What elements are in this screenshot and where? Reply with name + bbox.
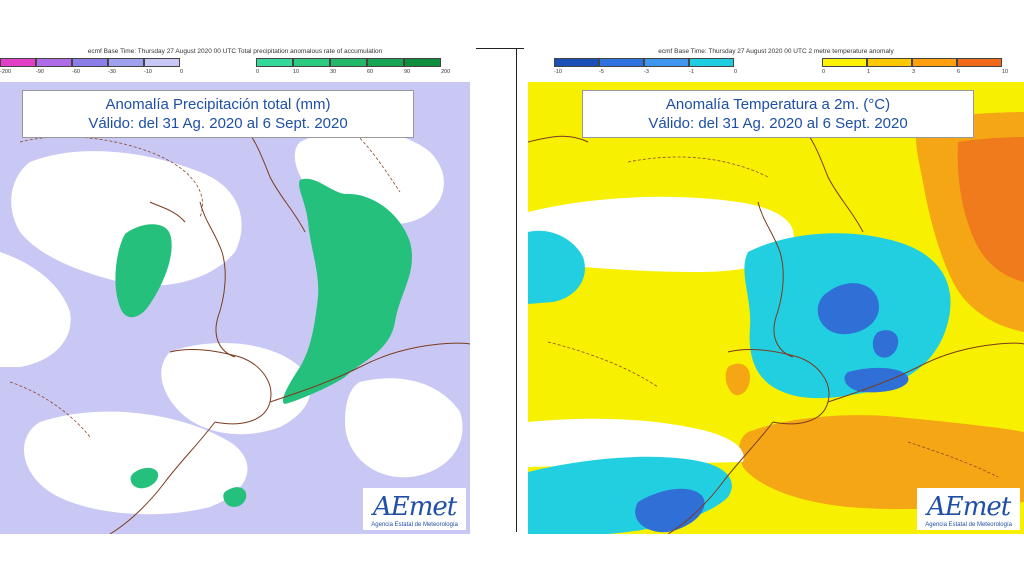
temp-blue-africa-coast	[635, 488, 705, 533]
temp-legend-positive-tick-label: 0	[822, 69, 826, 75]
precip-white-region-iberia	[161, 343, 311, 435]
precip-header: ecmf Base Time: Thursday 27 August 2020 …	[87, 48, 383, 55]
precip-legend-positive-swatch	[330, 58, 367, 67]
temp-legend-positive-tick-label: 6	[957, 69, 961, 75]
precip-legend-negative-swatch	[108, 58, 144, 67]
temp-legend-positive-swatch	[822, 58, 867, 67]
precip-legend-positive	[256, 58, 441, 67]
precip-title-box: Anomalía Precipitación total (mm) Válido…	[22, 90, 414, 138]
precip-legend-positive-tick-label: 0	[256, 69, 260, 75]
temp-darkorange-northeast	[957, 137, 1024, 282]
aemet-logo-left: AEmet Agencia Estatal de Meteorología	[363, 488, 466, 530]
precip-white-region-south	[23, 411, 248, 515]
precip-green-atlantic	[115, 224, 172, 318]
temp-contours	[547, 156, 999, 478]
temp-title-box: Anomalía Temperatura a 2m. (°C) Válido: …	[582, 90, 974, 138]
precip-legend-positive-swatch	[404, 58, 441, 67]
temp-title-line1: Anomalía Temperatura a 2m. (°C)	[665, 96, 891, 113]
precip-legend-positive-tick-label: 90	[404, 69, 411, 75]
temp-legend-negative-tick-label: -5	[599, 69, 604, 75]
precip-legend-negative-ticks: -200 -90 -60 -30 -10 0	[0, 69, 192, 75]
precip-map	[0, 82, 470, 534]
precip-legend-negative-tick-label: -30	[108, 69, 116, 75]
aemet-logo-right: AEmet Agencia Estatal de Meteorología	[917, 488, 1020, 530]
temp-blue-france	[817, 283, 879, 335]
precip-legend-negative-swatch	[36, 58, 72, 67]
panel-divider-top	[476, 48, 524, 49]
temp-legend-negative	[554, 58, 734, 67]
temp-orange-iberia	[725, 363, 750, 396]
precip-white-region-east	[345, 378, 463, 478]
temp-white-north	[528, 196, 794, 272]
precip-legend-positive-swatch	[367, 58, 404, 67]
precip-green-europe	[282, 178, 413, 404]
precipitation-panel: ecmf Base Time: Thursday 27 August 2020 …	[0, 44, 470, 534]
temp-map	[528, 82, 1024, 534]
precip-legend-negative-tick-label: -200	[0, 69, 12, 75]
temp-legend-positive-swatch	[957, 58, 1002, 67]
temp-legend-negative-swatch	[554, 58, 599, 67]
temp-legend-negative-swatch	[644, 58, 689, 67]
precip-white-region-north	[11, 151, 242, 286]
precip-legend-positive-tick-label: 30	[330, 69, 337, 75]
temp-legend-negative-ticks: -10 -5 -3 -1 0	[554, 69, 746, 75]
temp-legend-positive-tick-label: 3	[912, 69, 916, 75]
precip-title-line1: Anomalía Precipitación total (mm)	[105, 96, 331, 113]
temp-legend-negative-swatch	[689, 58, 734, 67]
temp-map-svg	[528, 82, 1024, 534]
temp-legend-positive-tick-label: 1	[867, 69, 871, 75]
temp-header: ecmf Base Time: Thursday 27 August 2020 …	[658, 48, 894, 55]
temp-legend-negative-tick-label: -1	[689, 69, 694, 75]
precip-legend-positive-swatch	[256, 58, 293, 67]
temp-blue-med	[844, 367, 909, 393]
precip-legend-negative-tick-label: -90	[36, 69, 44, 75]
temp-legend-positive	[822, 58, 1002, 67]
precip-legend-negative-tick-label: -60	[72, 69, 80, 75]
precip-legend-positive-tick-label: 60	[367, 69, 374, 75]
precip-legend-positive-tick-label: 10	[293, 69, 300, 75]
precip-legend-negative-swatch	[0, 58, 36, 67]
temp-legend-negative-tick-label: 0	[734, 69, 738, 75]
temp-blue-italy	[872, 330, 899, 358]
precip-legend-negative-tick-label: -10	[144, 69, 152, 75]
temperature-panel: ecmf Base Time: Thursday 27 August 2020 …	[528, 44, 1024, 534]
precip-legend-positive-tick-label: 200	[441, 69, 451, 75]
panel-divider-vertical	[516, 48, 517, 532]
precip-legend-negative-tick-label: 0	[180, 69, 184, 75]
temp-legend-positive-swatch	[867, 58, 912, 67]
precip-green-small-2	[223, 487, 247, 507]
aemet-logo-subtitle: Agencia Estatal de Meteorología	[371, 522, 458, 528]
temp-legend-positive-ticks: 0 1 3 6 10	[822, 69, 1014, 75]
temp-white-south	[528, 418, 744, 467]
precip-legend-positive-swatch	[293, 58, 330, 67]
temp-legend-positive-swatch	[912, 58, 957, 67]
precip-white-region-west	[0, 252, 71, 367]
precip-legend-negative	[0, 58, 180, 67]
temp-cyan-atlantic	[528, 230, 585, 304]
precip-legend-negative-swatch	[72, 58, 108, 67]
precip-title-line2: Válido: del 31 Ag. 2020 al 6 Sept. 2020	[88, 115, 348, 132]
precip-legend-negative-swatch	[144, 58, 180, 67]
temp-orange-africa	[738, 415, 1024, 510]
aemet-logo-text: AEmet	[373, 492, 457, 522]
temp-legend-positive-tick-label: 10	[1002, 69, 1009, 75]
temp-legend-negative-tick-label: -3	[644, 69, 649, 75]
aemet-logo-text: AEmet	[927, 492, 1011, 522]
temp-legend-negative-tick-label: -10	[554, 69, 562, 75]
temp-title-line2: Válido: del 31 Ag. 2020 al 6 Sept. 2020	[648, 115, 908, 132]
aemet-logo-subtitle: Agencia Estatal de Meteorología	[925, 522, 1012, 528]
precip-legend-positive-ticks: 0 10 30 60 90 200	[256, 69, 453, 75]
temp-legend-negative-swatch	[599, 58, 644, 67]
precip-map-svg	[0, 82, 470, 534]
precip-green-small-1	[130, 467, 159, 489]
